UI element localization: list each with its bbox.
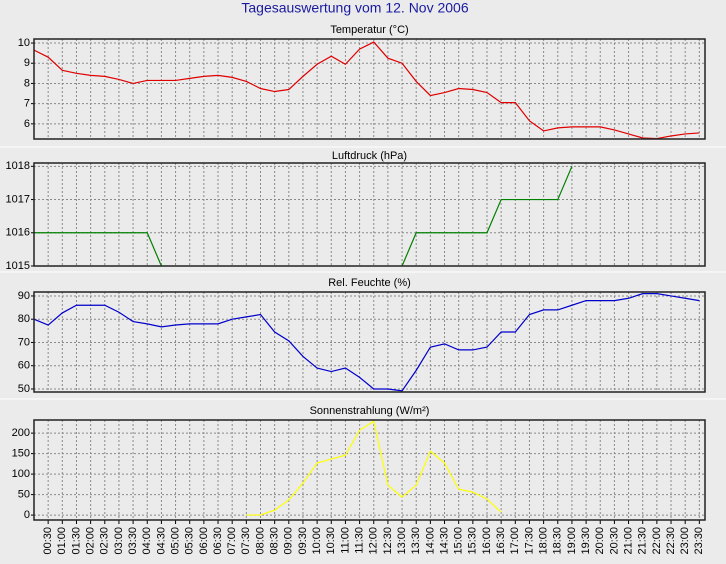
y-tick-label: 90 [18,290,30,302]
x-tick-label: 05:30 [184,527,196,555]
x-tick-label: 22:30 [665,527,677,555]
y-tick-label: 70 [18,336,30,348]
x-tick-label: 16:00 [481,527,493,555]
x-tick-label: 14:30 [438,527,450,555]
plot-area [34,39,705,139]
panel-title: Rel. Feuchte (%) [328,277,411,289]
x-tick-label: 18:30 [552,527,564,555]
plot-area [34,292,705,392]
x-tick-label: 07:30 [240,527,252,555]
y-tick-label: 0 [24,509,30,521]
x-tick-label: 17:00 [509,527,521,555]
x-tick-label: 12:30 [382,527,394,555]
x-tick-label: 16:30 [495,527,507,555]
x-tick-label: 21:00 [622,527,634,555]
x-tick-label: 05:00 [169,527,181,555]
y-tick-label: 9 [24,57,30,69]
plot-frame [33,291,706,393]
x-tick-label: 04:30 [155,527,167,555]
y-tick-label: 200 [12,427,30,439]
data-line [34,41,700,139]
x-tick-label: 19:00 [566,527,578,555]
y-tick-label: 10 [18,37,30,49]
plot-area [34,163,705,266]
x-tick-label: 08:30 [269,527,281,555]
data-line [34,293,700,392]
x-tick-label: 09:00 [283,527,295,555]
x-tick-label: 14:00 [424,527,436,555]
y-tick-label: 50 [18,488,30,500]
data-line [246,420,502,516]
y-tick-label: 150 [12,448,30,460]
x-tick-label: 23:00 [679,527,691,555]
x-tick-label: 10:00 [311,527,323,555]
plot-area [34,420,705,520]
y-tick-label: 80 [18,313,30,325]
x-tick-label: 23:30 [693,527,705,555]
x-tick-label: 01:00 [56,527,68,555]
plot-frame [33,162,706,267]
x-tick-label: 06:30 [212,527,224,555]
y-tick-label: 6 [24,118,30,130]
panel-title: Temperatur (°C) [330,24,408,36]
x-tick-label: 15:00 [453,527,465,555]
x-tick-label: 15:30 [467,527,479,555]
data-line [34,166,573,266]
panel-title: Sonnenstrahlung (W/m²) [310,405,430,417]
x-tick-label: 03:30 [127,527,139,555]
y-tick-label: 50 [18,383,30,395]
x-tick-label: 19:30 [580,527,592,555]
y-tick-label: 8 [24,77,30,89]
y-tick-label: 60 [18,360,30,372]
y-tick-label: 1016 [6,227,30,239]
x-tick-label: 07:00 [226,527,238,555]
x-tick-label: 12:00 [368,527,380,555]
x-tick-label: 22:00 [651,527,663,555]
x-tick-label: 06:00 [198,527,210,555]
x-tick-label: 01:30 [70,527,82,555]
x-tick-label: 03:00 [113,527,125,555]
x-tick-label: 04:00 [141,527,153,555]
y-tick-label: 7 [24,98,30,110]
panel-title: Luftdruck (hPa) [332,150,407,162]
y-tick-label: 1015 [6,260,30,272]
x-tick-label: 18:00 [538,527,550,555]
x-tick-label: 11:30 [353,527,365,554]
y-tick-label: 1018 [6,160,30,172]
x-tick-label: 10:30 [325,527,337,555]
x-tick-label: 17:30 [523,527,535,555]
chart-title: Tagesauswertung vom 12. Nov 2006 [241,0,468,16]
x-tick-label: 13:30 [410,527,422,555]
y-tick-label: 100 [12,468,30,480]
x-tick-label: 20:00 [594,527,606,555]
x-tick-label: 21:30 [637,527,649,555]
plot-frame [33,38,706,140]
x-tick-label: 08:00 [254,527,266,555]
x-tick-label: 11:00 [339,527,351,554]
x-tick-label: 02:00 [85,527,97,555]
y-tick-label: 1017 [6,193,30,205]
x-tick-label: 00:30 [42,527,54,555]
x-tick-label: 13:00 [396,527,408,555]
x-tick-label: 09:30 [297,527,309,555]
plot-frame [33,419,706,521]
x-tick-label: 02:30 [99,527,111,555]
x-tick-label: 20:30 [608,527,620,555]
